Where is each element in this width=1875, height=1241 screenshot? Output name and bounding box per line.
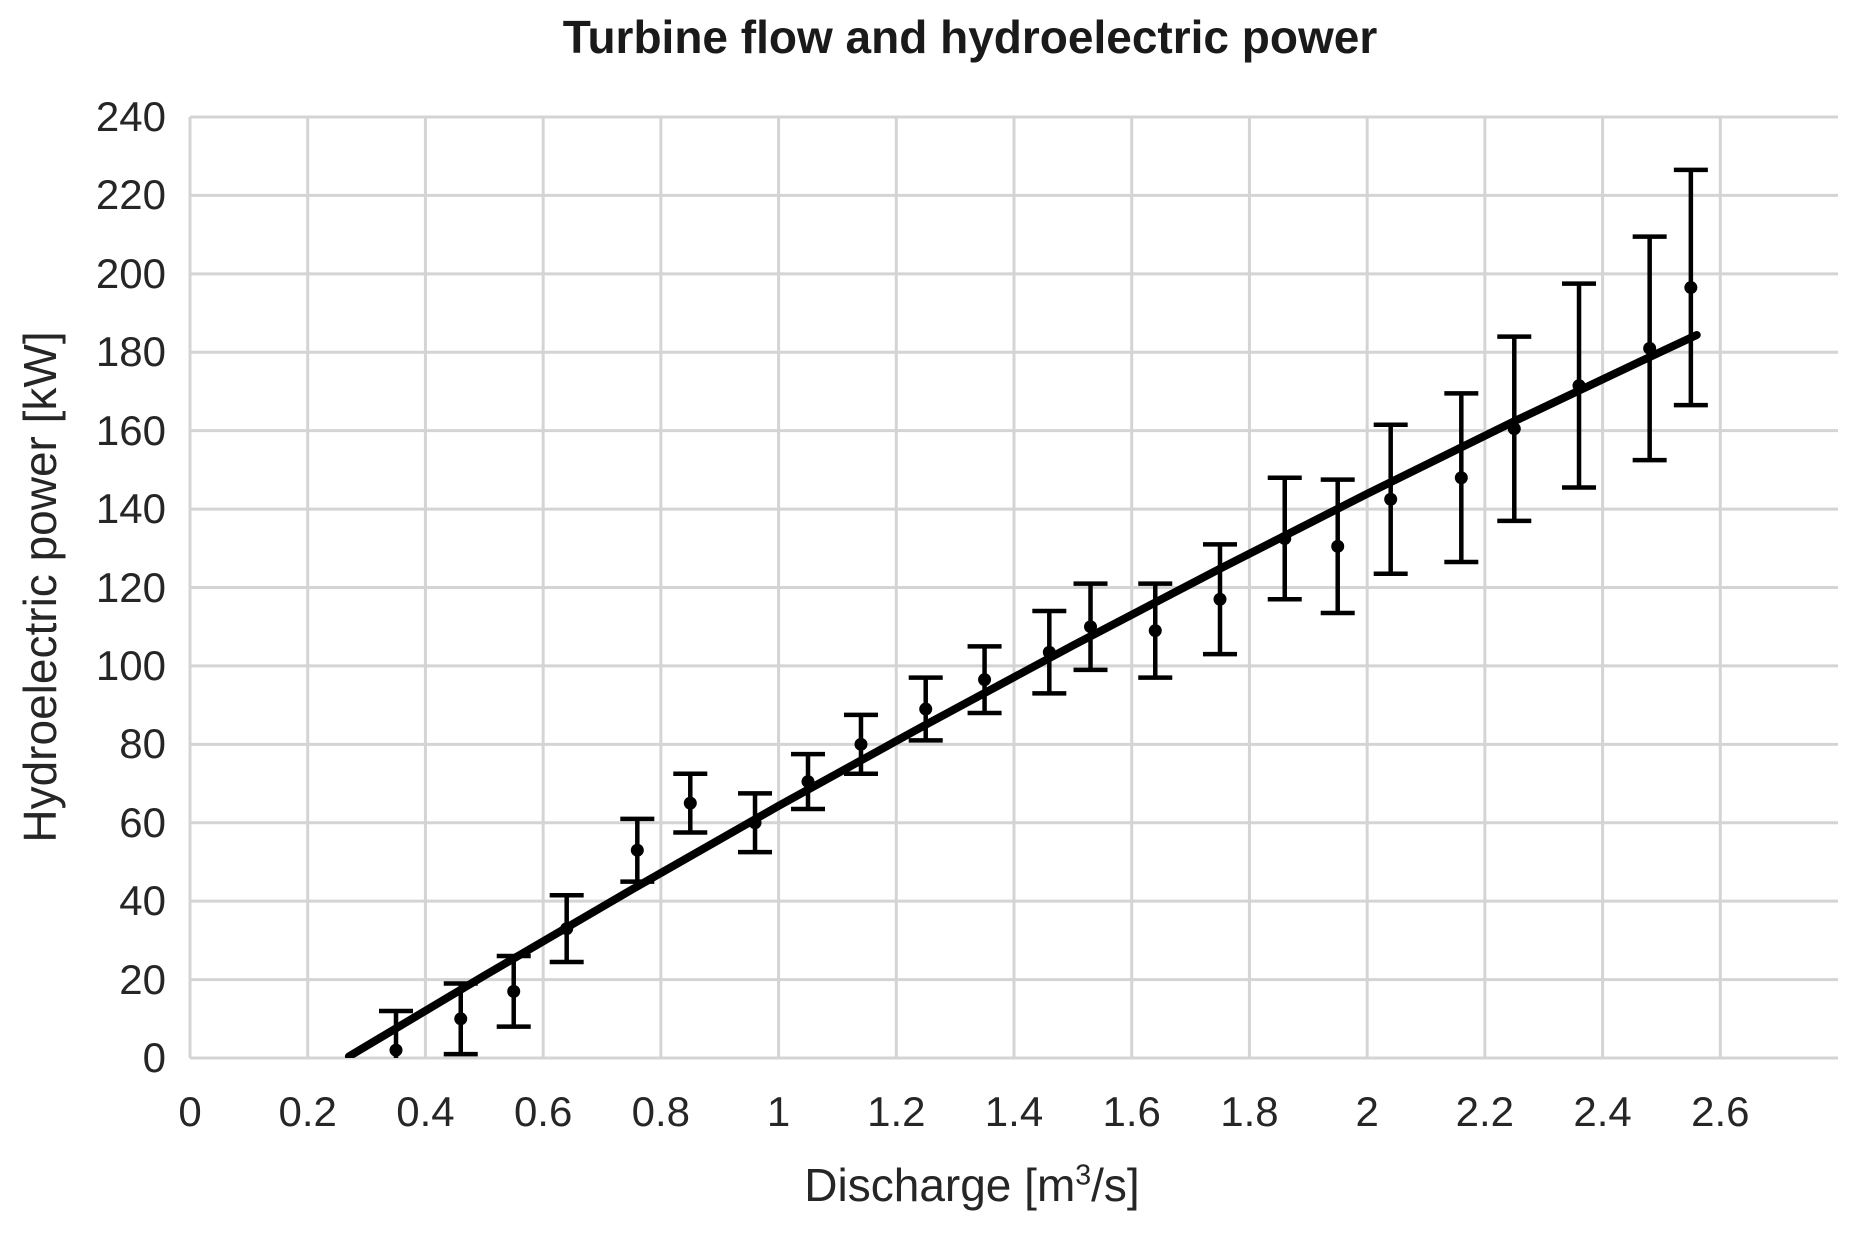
y-tick-label: 100 [95, 641, 166, 689]
data-layer [344, 167, 1708, 1058]
x-tick-label: 2 [1355, 1088, 1379, 1135]
data-point-marker [1084, 620, 1098, 634]
x-axis-label-unit: /s] [1091, 1159, 1140, 1211]
y-tick-label: 0 [142, 1034, 166, 1081]
x-axis-label-superscript: 3 [1075, 1159, 1092, 1192]
data-point-marker [1213, 592, 1227, 606]
data-point-marker [1643, 341, 1657, 355]
x-axis-label: Discharge [m3/s] [804, 1158, 1139, 1212]
data-point-marker [630, 843, 644, 857]
y-tick-label: 140 [95, 485, 166, 533]
x-tick-label: 0.4 [396, 1088, 455, 1135]
x-tick-label: 0.6 [513, 1088, 573, 1135]
y-tick-label: 120 [95, 563, 166, 611]
data-point-marker [919, 702, 933, 716]
y-tick-label: 80 [119, 720, 166, 768]
y-tick-label: 60 [119, 798, 166, 846]
x-tick-label: 1.6 [1102, 1088, 1161, 1135]
data-point-marker [1278, 531, 1292, 545]
y-tick-label: 20 [119, 955, 166, 1003]
data-point-marker [1507, 422, 1521, 436]
data-point-marker [978, 673, 992, 687]
data-point-marker [1384, 492, 1398, 506]
x-tick-label: 1.2 [867, 1088, 926, 1135]
data-point-marker [854, 737, 868, 751]
data-point-marker [683, 796, 697, 810]
data-point-marker [801, 775, 815, 789]
data-point-marker [748, 816, 762, 830]
y-tick-label: 200 [95, 249, 166, 297]
x-tick-label: 2.4 [1573, 1088, 1632, 1135]
x-tick-label: 1.8 [1220, 1088, 1279, 1135]
data-point-marker [560, 922, 574, 936]
x-tick-label: 1 [766, 1088, 791, 1135]
y-tick-label: 220 [95, 171, 166, 219]
y-tick-label: 40 [119, 877, 166, 925]
y-tick-label: 240 [95, 93, 166, 140]
data-point-marker [1042, 645, 1056, 659]
data-point-marker [454, 1012, 468, 1026]
chart-title: Turbine flow and hydroelectric power [562, 11, 1378, 63]
y-tick-label: 160 [95, 406, 166, 454]
x-tick-label: 2.6 [1691, 1088, 1750, 1135]
fit-line [344, 330, 1701, 1058]
x-tick-label: 0 [178, 1088, 202, 1135]
x-tick-label: 0.2 [278, 1088, 337, 1135]
x-tick-label: 0.8 [631, 1088, 691, 1135]
data-point-marker [389, 1043, 403, 1057]
x-tick-label: 2.2 [1455, 1088, 1515, 1135]
data-point-marker [507, 984, 521, 998]
data-point-marker [1331, 539, 1345, 553]
data-point-marker [1684, 281, 1698, 295]
y-tick-label: 180 [95, 328, 166, 376]
x-tick-label: 1.4 [984, 1088, 1044, 1135]
data-point-marker [1454, 471, 1468, 485]
data-point-marker [1148, 624, 1162, 638]
x-axis-label-text: Discharge [m [804, 1159, 1076, 1211]
data-point-marker [1572, 379, 1586, 393]
